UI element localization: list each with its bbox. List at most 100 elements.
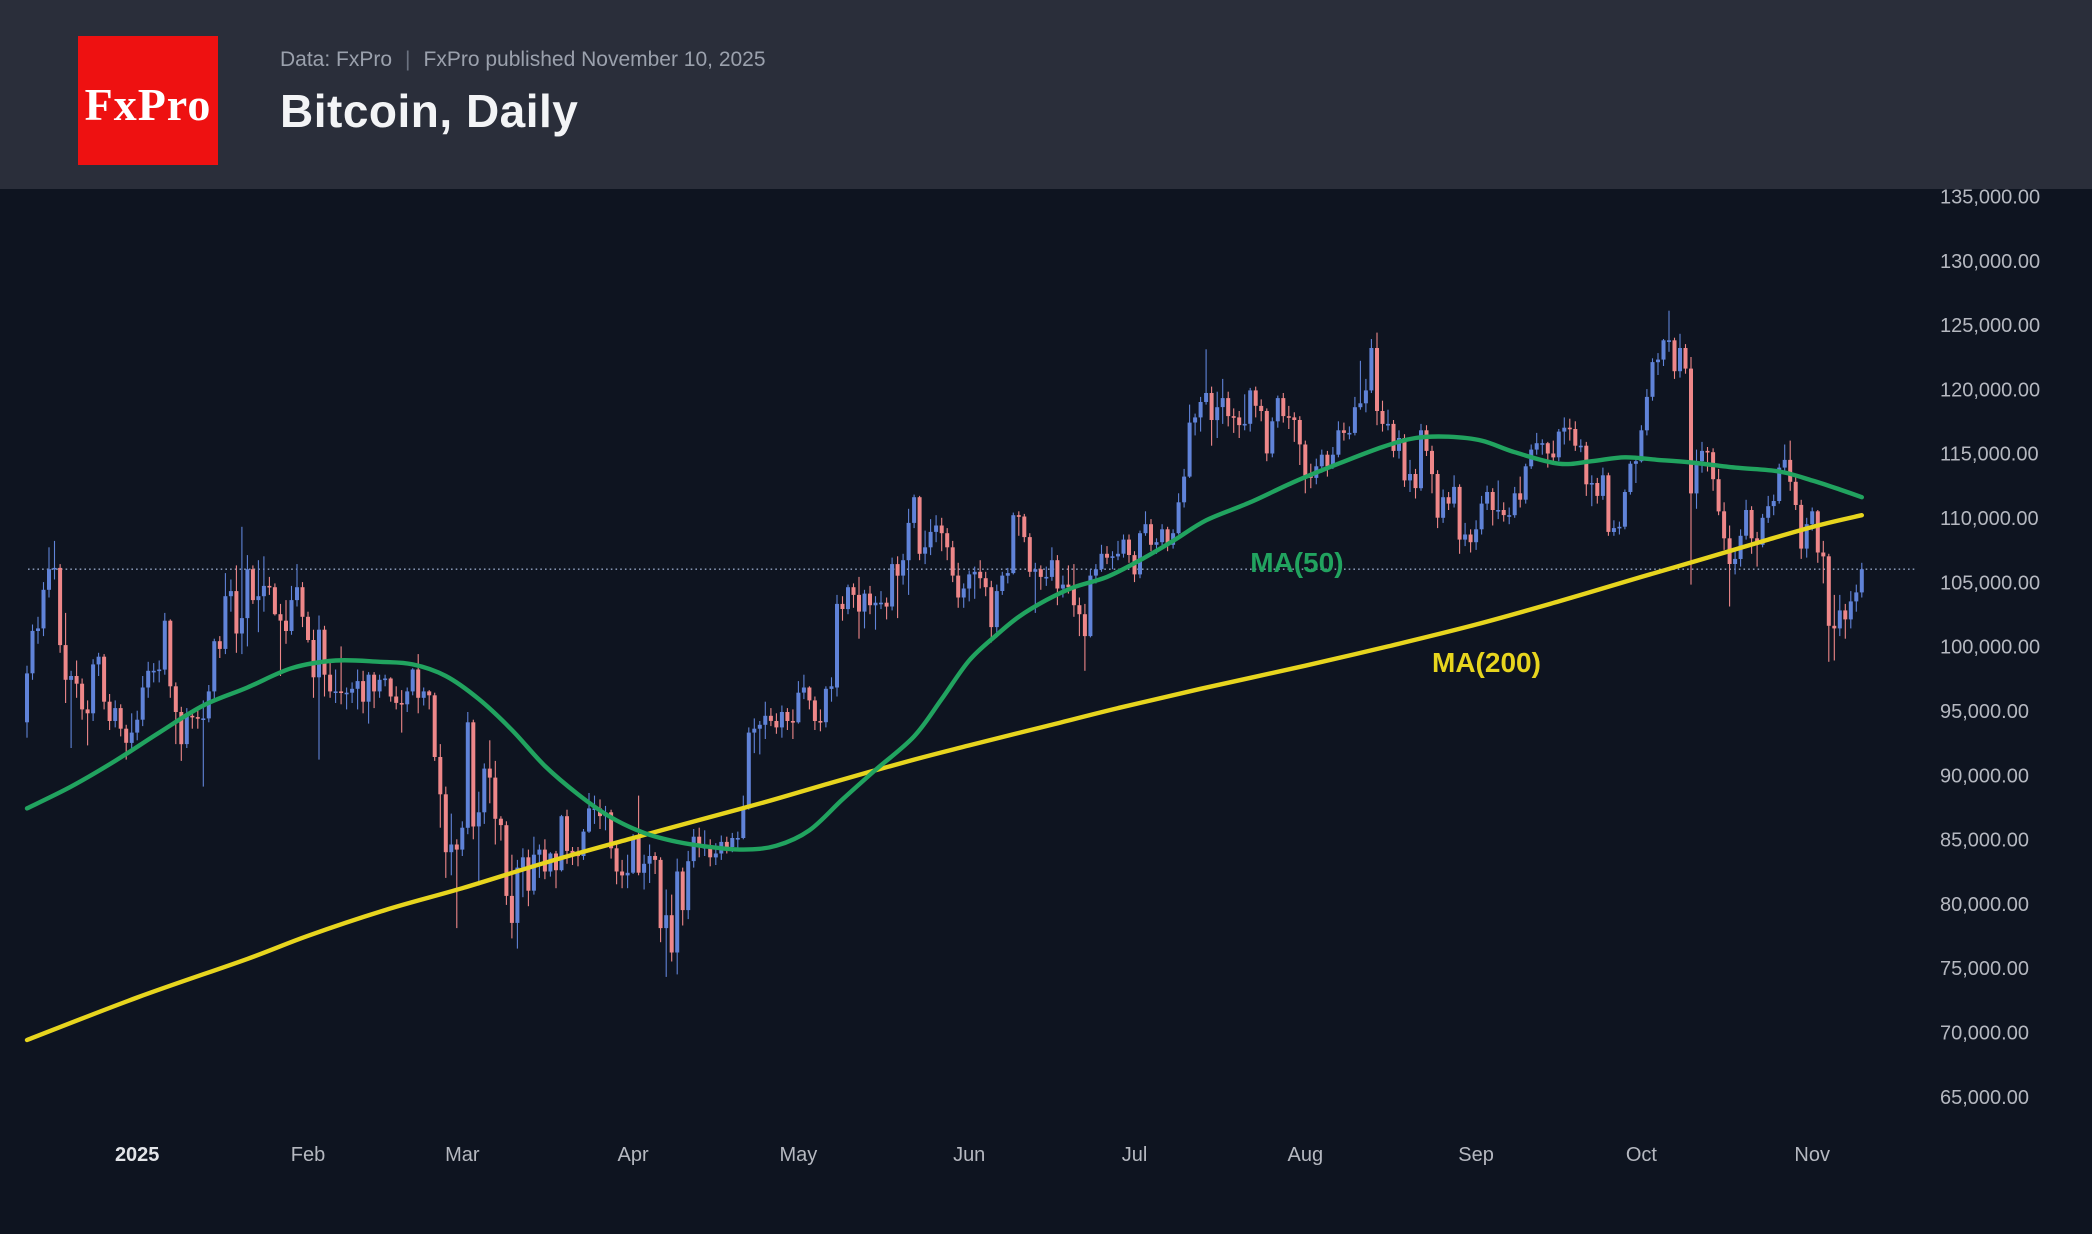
candle-body xyxy=(300,587,305,617)
ma200-label: MA(200) xyxy=(1432,647,1541,678)
candle-body xyxy=(724,841,729,847)
candle-body xyxy=(1242,423,1247,426)
candle-body xyxy=(785,712,790,721)
candle-body xyxy=(1391,423,1396,451)
candle-body xyxy=(994,591,999,628)
candle-body xyxy=(1022,516,1027,538)
candle-body xyxy=(1270,421,1275,454)
candle-body xyxy=(201,718,206,720)
y-axis-label: 95,000.00 xyxy=(1940,701,2029,723)
candle-body xyxy=(432,695,437,757)
candle-body xyxy=(1633,461,1638,464)
candle-body xyxy=(1352,407,1357,433)
candle-body xyxy=(1093,569,1098,576)
candle-body xyxy=(1116,553,1120,557)
candle-body xyxy=(862,593,867,612)
candle-body xyxy=(1220,398,1225,408)
candle-body xyxy=(1843,610,1848,620)
y-axis-label: 100,000.00 xyxy=(1940,637,2040,659)
candle-body xyxy=(879,602,883,605)
candle-body xyxy=(295,587,299,601)
candle-body xyxy=(1413,474,1418,489)
candle-body xyxy=(840,603,845,609)
x-axis-label: May xyxy=(780,1144,818,1166)
candle-body xyxy=(284,620,288,631)
candle-body xyxy=(807,687,812,701)
candle-body xyxy=(801,687,806,693)
candle-body xyxy=(1011,515,1016,574)
candle-body xyxy=(63,645,68,680)
candle-body xyxy=(1667,340,1671,342)
candle-body xyxy=(333,691,338,693)
candle-body xyxy=(1804,524,1809,549)
candle-body xyxy=(239,618,244,634)
candle-body xyxy=(1253,390,1258,406)
candle-body xyxy=(1060,584,1065,589)
candle-body xyxy=(520,857,525,868)
candle-body xyxy=(465,722,470,828)
candle-body xyxy=(1419,430,1423,489)
candle-body xyxy=(1424,430,1429,451)
candle-body xyxy=(636,838,641,873)
candle-body xyxy=(52,567,57,570)
candle-body xyxy=(135,719,140,733)
candle-body xyxy=(1038,569,1043,577)
candle-body xyxy=(1474,529,1479,543)
candle-body xyxy=(746,732,751,809)
candle-body xyxy=(1656,359,1660,363)
candle-body xyxy=(1832,625,1837,629)
candle-body xyxy=(1027,537,1032,572)
candle-body xyxy=(416,669,421,698)
candle-body xyxy=(504,825,509,896)
candle-body xyxy=(476,812,481,827)
candle-body xyxy=(1397,438,1401,451)
price-chart[interactable]: MA(50) MA(200) 135,000.00 130,000.00 125,000… xyxy=(0,187,2092,1234)
candle-body xyxy=(355,681,360,689)
candle-body xyxy=(658,859,663,929)
candle-body xyxy=(1077,605,1082,615)
candle-body xyxy=(410,669,415,692)
y-axis-label: 105,000.00 xyxy=(1940,572,2040,594)
candle-body xyxy=(1700,450,1704,462)
ma50-label: MA(50) xyxy=(1250,547,1343,578)
candle-body xyxy=(1435,474,1440,518)
candle-body xyxy=(1281,398,1286,417)
fxpro-logo: FxPro xyxy=(78,36,218,165)
candle-body xyxy=(267,585,272,588)
candle-body xyxy=(768,715,773,721)
candle-body xyxy=(1551,453,1556,458)
candle-body xyxy=(421,691,426,698)
candle-body xyxy=(1303,444,1308,476)
candle-body xyxy=(1110,556,1115,558)
candle-body xyxy=(956,575,961,598)
candle-body xyxy=(41,589,46,629)
candle-body xyxy=(1044,576,1049,579)
candle-body xyxy=(168,620,173,687)
x-axis-label: Oct xyxy=(1626,1144,1658,1166)
candle-body xyxy=(1127,539,1131,555)
candle-body xyxy=(311,640,316,678)
x-axis-label: Feb xyxy=(291,1144,325,1166)
candle-body xyxy=(928,531,933,548)
candle-body xyxy=(1055,560,1060,589)
candle-body xyxy=(680,871,685,911)
candle-body xyxy=(1297,420,1302,445)
candle-body xyxy=(1496,510,1501,512)
candle-body xyxy=(1622,492,1627,527)
candle-body xyxy=(812,700,817,721)
candle-body xyxy=(1507,515,1512,517)
candle-body xyxy=(1578,445,1583,448)
source-published: FxPro published November 10, 2025 xyxy=(423,48,766,71)
candle-body xyxy=(1468,534,1473,543)
x-axis-label: Sep xyxy=(1458,1144,1494,1166)
price-chart-canvas[interactable]: MA(50) MA(200) 135,000.00 130,000.00 125,000… xyxy=(0,187,2092,1234)
candle-body xyxy=(1705,450,1710,453)
candle-body xyxy=(1049,560,1054,577)
candle-body xyxy=(1744,510,1749,536)
candle-body xyxy=(493,777,498,819)
candle-body xyxy=(1066,584,1071,588)
candle-body xyxy=(1733,558,1738,564)
candle-body xyxy=(835,603,839,688)
candle-body xyxy=(102,656,107,702)
